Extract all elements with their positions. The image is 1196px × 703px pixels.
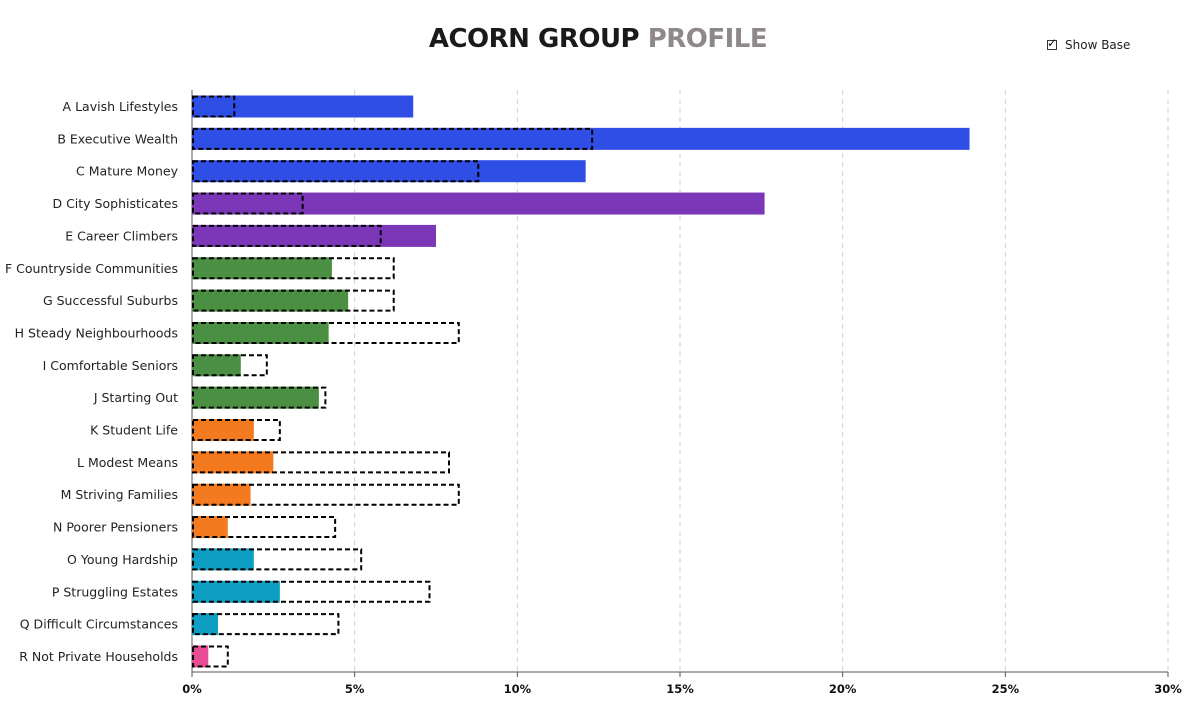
chart-bars	[192, 95, 970, 668]
bar	[192, 354, 241, 377]
base-bar	[192, 645, 229, 668]
x-tick-label: 30%	[1154, 682, 1182, 696]
bar	[192, 95, 414, 118]
category-label: R Not Private Households	[19, 649, 178, 664]
x-tick-label: 15%	[666, 682, 694, 696]
bar	[192, 127, 970, 150]
base-bar	[192, 160, 480, 183]
chart-title-accent: PROFILE	[647, 24, 768, 54]
x-tick-label: 5%	[345, 682, 365, 696]
bar	[192, 257, 332, 280]
bar	[192, 419, 254, 441]
category-label: I Comfortable Seniors	[43, 358, 178, 373]
base-bar	[192, 354, 268, 377]
show-base-checkbox[interactable]: ✓ Show Base	[1047, 36, 1131, 52]
bar	[192, 580, 280, 603]
chart-title-main: ACORN GROUP	[428, 24, 640, 54]
bar	[192, 613, 219, 636]
base-bar	[192, 419, 281, 441]
chart-category-labels: A Lavish Lifestyles B Executive Wealth C M…	[5, 99, 179, 664]
bar	[192, 321, 329, 344]
x-tick-label: 0%	[182, 682, 202, 696]
category-label: H Steady Neighbourhoods	[15, 325, 178, 340]
chart-base-bars	[192, 95, 594, 668]
bar	[192, 451, 274, 474]
bar	[192, 645, 209, 668]
base-bar	[192, 483, 460, 506]
bar	[192, 516, 228, 539]
checkbox-box[interactable]: ✓	[1047, 36, 1057, 50]
chart-x-ticks: 0% 5% 10% 15% 20% 25% 30%	[182, 672, 1182, 696]
category-label: F Countryside Communities	[5, 261, 178, 276]
base-bar	[192, 321, 460, 344]
base-bar	[192, 451, 451, 474]
bar	[192, 160, 586, 183]
base-bar	[192, 613, 340, 636]
bar	[192, 386, 319, 409]
chart-title: ACORN GROUP PROFILE	[0, 24, 1196, 54]
base-bar	[192, 95, 236, 118]
x-tick-label: 20%	[829, 682, 857, 696]
category-label: A Lavish Lifestyles	[63, 99, 178, 114]
x-tick-label: 10%	[504, 682, 532, 696]
bar	[192, 548, 254, 571]
bar	[192, 192, 765, 215]
base-bar	[192, 127, 594, 150]
base-bar	[192, 516, 337, 539]
base-bar	[192, 386, 327, 409]
base-bar	[192, 289, 395, 312]
category-label: N Poorer Pensioners	[53, 520, 178, 535]
category-label: E Career Climbers	[65, 228, 178, 243]
base-bar	[192, 192, 304, 215]
base-bar	[192, 548, 363, 571]
base-bar	[192, 257, 395, 280]
category-label: D City Sophisticates	[52, 196, 178, 211]
category-label: G Successful Suburbs	[43, 293, 178, 308]
bar	[192, 289, 349, 312]
category-label: O Young Hardship	[67, 552, 178, 567]
category-label: K Student Life	[90, 423, 178, 438]
bar	[192, 224, 436, 247]
category-label: Q Difficult Circumstances	[20, 617, 178, 632]
category-label: M Striving Families	[61, 487, 178, 502]
checkmark-icon: ✓	[1047, 36, 1058, 50]
bar	[192, 483, 251, 506]
category-label: B Executive Wealth	[57, 131, 178, 146]
category-label: P Struggling Estates	[52, 584, 178, 599]
category-label: L Modest Means	[77, 455, 178, 470]
category-label: J Starting Out	[93, 390, 178, 405]
x-tick-label: 25%	[992, 682, 1020, 696]
show-base-label: Show Base	[1065, 38, 1131, 52]
category-label: C Mature Money	[76, 164, 179, 179]
